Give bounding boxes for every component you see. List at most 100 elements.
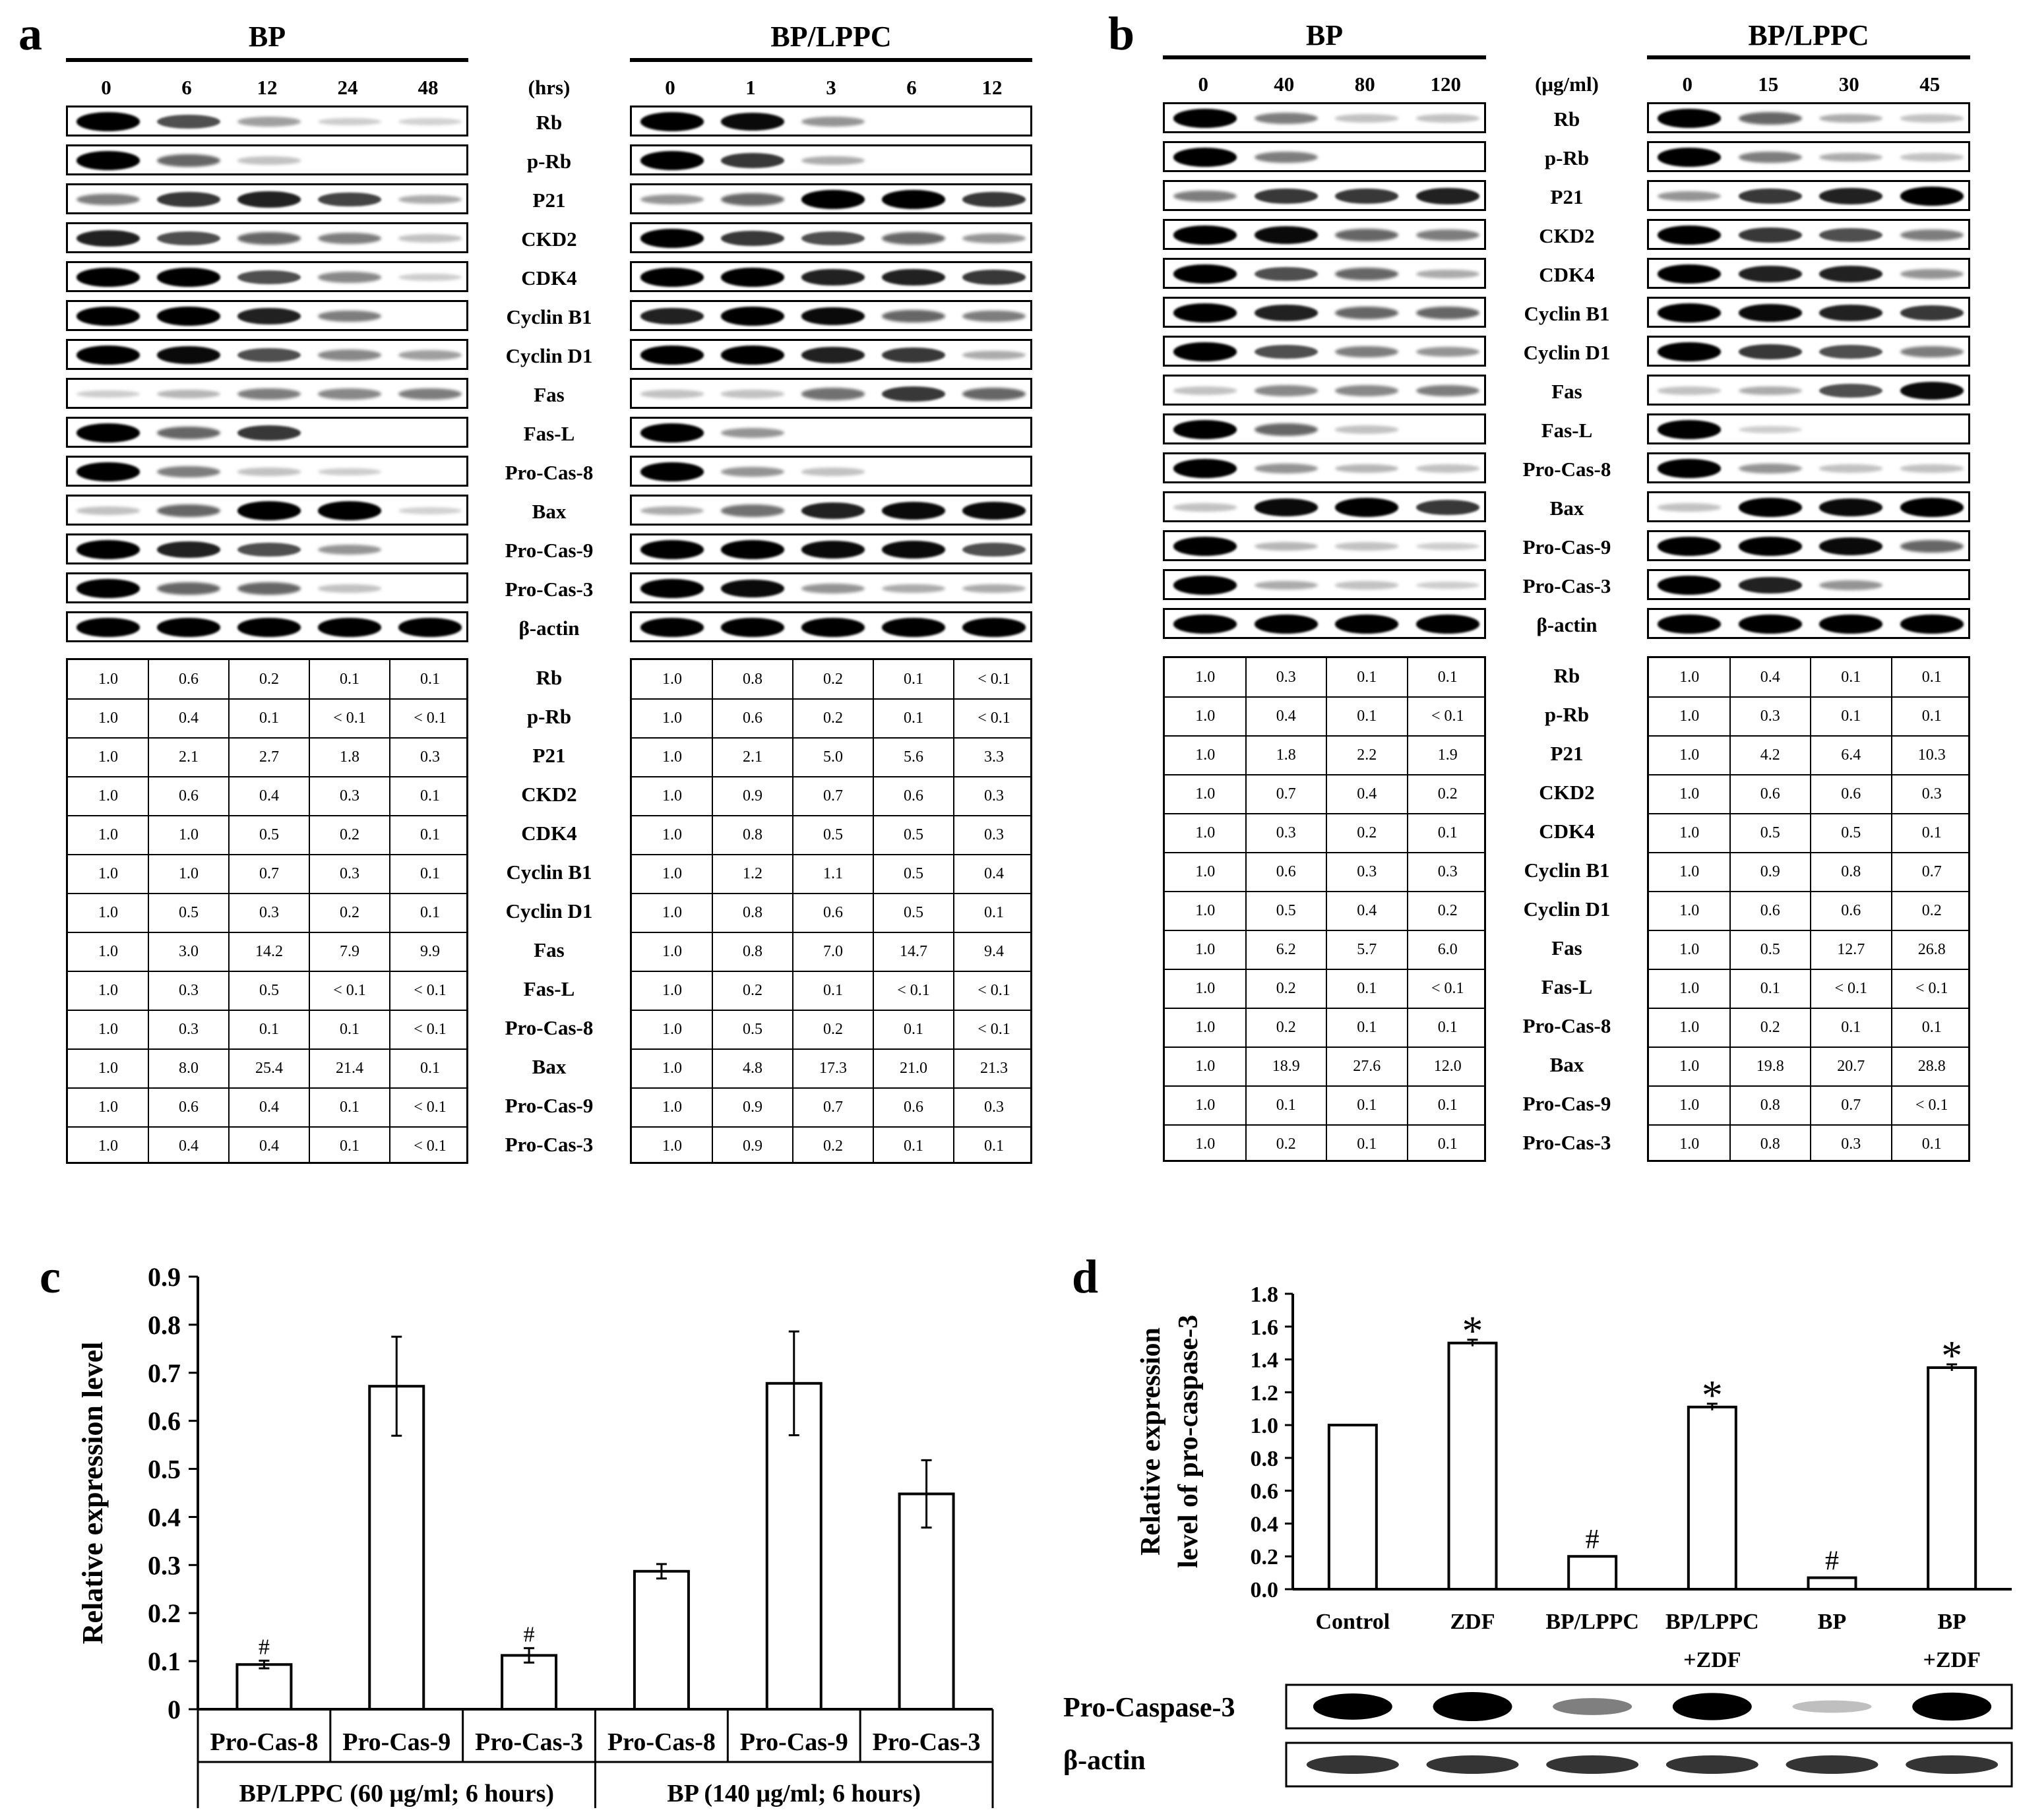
b-blot-label: Fas-L — [1541, 419, 1593, 442]
a-bp-cell: 25.4 — [255, 1060, 283, 1077]
b-table-label: Fas — [1551, 936, 1582, 959]
a-table-label: Pro-Cas-3 — [505, 1133, 594, 1156]
b-bp-lane: 0 — [1198, 73, 1209, 96]
a-bp-row-divider — [68, 1048, 466, 1050]
b-bp-blot-12 — [1163, 569, 1486, 600]
b-lppc-row-divider — [1649, 1046, 1968, 1048]
b-lppc-cell: 0.1 — [1921, 1019, 1942, 1036]
b-bp-cell: 0.1 — [1357, 1136, 1377, 1153]
a-bp-cell: 1.0 — [98, 1138, 118, 1155]
a-lppc-cell: 5.0 — [823, 748, 843, 766]
a-lppc-blot-5 — [630, 300, 1032, 331]
b-bp-band — [1415, 114, 1479, 123]
b-bp-cell: 0.1 — [1357, 1097, 1377, 1114]
d-band-procas3 — [1912, 1692, 1992, 1721]
c-y-tick-label: 0.3 — [148, 1550, 181, 1580]
a-bp-band — [237, 308, 301, 324]
b-lppc-blot-4 — [1647, 258, 1970, 289]
b-bp-band — [1335, 346, 1399, 358]
a-lppc-band — [962, 310, 1026, 322]
b-bp-band — [1415, 188, 1479, 204]
a-lppc-band — [640, 308, 704, 324]
a-blot-label: CDK4 — [521, 266, 577, 289]
d-band-procas3 — [1553, 1698, 1632, 1715]
b-bp-band — [1335, 542, 1399, 551]
b-bp-cell: 0.3 — [1437, 863, 1458, 880]
a-lppc-cell: < 0.1 — [978, 982, 1010, 999]
d-y-tick-label: 1.0 — [1251, 1414, 1279, 1438]
a-lppc-band — [882, 541, 945, 559]
b-lppc-band — [1819, 228, 1883, 243]
b-lppc-cell: 0.8 — [1841, 863, 1861, 880]
a-table-label: p-Rb — [526, 705, 572, 728]
b-table-label: Rb — [1553, 664, 1580, 687]
b-lppc-cell: 0.5 — [1841, 824, 1861, 841]
c-group-label: BP/LPPC (60 μg/ml; 6 hours) — [239, 1780, 554, 1807]
a-bp-cell: 1.0 — [98, 982, 118, 999]
b-bp-band — [1173, 459, 1237, 478]
a-unit-label: (hrs) — [528, 76, 571, 99]
a-bp-band — [157, 504, 220, 518]
a-bp-cell: 0.6 — [179, 1099, 199, 1116]
a-table-label: Fas-L — [523, 977, 575, 1000]
b-blot-label: Bax — [1549, 497, 1584, 520]
b-bp-lane: 120 — [1430, 73, 1462, 96]
a-bp-band — [77, 230, 140, 247]
a-lppc-cell: 0.1 — [904, 671, 923, 688]
b-bp-band — [1415, 306, 1479, 320]
b-lppc-band — [1658, 420, 1722, 439]
a-bp-band — [77, 618, 140, 637]
a-lppc-cell: 0.5 — [904, 826, 923, 843]
a-lppc-cell: 0.9 — [743, 787, 762, 804]
b-lppc-cell: 1.0 — [1679, 785, 1700, 803]
a-bp-cell: 0.3 — [179, 982, 199, 999]
b-lppc-band — [1738, 189, 1802, 204]
b-lppc-band — [1819, 537, 1883, 555]
a-lppc-band — [640, 151, 704, 170]
b-bp-band — [1254, 615, 1318, 634]
b-bp-blot-10 — [1163, 491, 1486, 522]
a-lppc-band — [640, 506, 704, 516]
a-lppc-cell: 1.0 — [662, 826, 682, 843]
b-lppc-cell: 1.0 — [1679, 1136, 1700, 1153]
a-bp-cell: 0.4 — [179, 1138, 199, 1155]
a-bp-cell: 0.1 — [340, 1099, 359, 1116]
a-bp-cell: 7.9 — [340, 943, 359, 960]
a-lppc-lane: 0 — [665, 76, 675, 99]
d-bar — [1687, 1405, 1737, 1591]
a-bp-band — [398, 234, 462, 243]
a-bp-cell: 0.5 — [259, 982, 279, 999]
b-lppc-blot-13 — [1647, 608, 1970, 639]
b-bp-band — [1254, 423, 1318, 437]
a-bp-band — [398, 195, 462, 204]
a-bp-cell: 0.6 — [179, 671, 199, 688]
a-lppc-band — [721, 466, 784, 477]
a-bp-row-divider — [68, 776, 466, 777]
b-lppc-cell: 0.6 — [1760, 902, 1780, 919]
b-lppc-band — [1819, 615, 1883, 634]
b-lppc-cell: 1.0 — [1679, 746, 1700, 764]
b-lppc-cell: 1.0 — [1679, 1058, 1700, 1075]
b-lppc-row-divider — [1649, 735, 1968, 737]
a-lppc-band — [640, 112, 704, 131]
b-lppc-cell: 0.2 — [1921, 902, 1942, 919]
a-lppc-cell: 0.8 — [743, 943, 762, 960]
b-lppc-table: 1.0 0.4 0.1 0.1 1.0 0.3 0.1 0.1 1.0 4.2 6.4 10.3 1.0… — [1647, 656, 1970, 1162]
b-lppc-cell: 0.7 — [1921, 863, 1942, 880]
b-bp-cell: 0.2 — [1437, 902, 1458, 919]
d-band-actin — [1786, 1755, 1879, 1774]
a-lppc-band — [882, 231, 945, 245]
a-bp-cell: 0.3 — [259, 904, 279, 921]
a-bp-row-divider — [68, 971, 466, 972]
b-lppc-band — [1738, 151, 1802, 164]
a-lppc-row-divider — [632, 737, 1030, 739]
c-category-label: Pro-Cas-9 — [740, 1728, 848, 1756]
b-lppc-band — [1738, 111, 1802, 125]
a-bp-cell: 0.4 — [179, 710, 199, 727]
b-blot-label: Pro-Cas-9 — [1522, 535, 1611, 559]
d-band-procas3 — [1313, 1693, 1392, 1720]
d-category-label: BP/LPPC — [1665, 1610, 1759, 1634]
b-lppc-band — [1738, 615, 1802, 634]
b-lppc-band — [1900, 382, 1964, 400]
a-lppc-cell: 0.1 — [823, 982, 843, 999]
